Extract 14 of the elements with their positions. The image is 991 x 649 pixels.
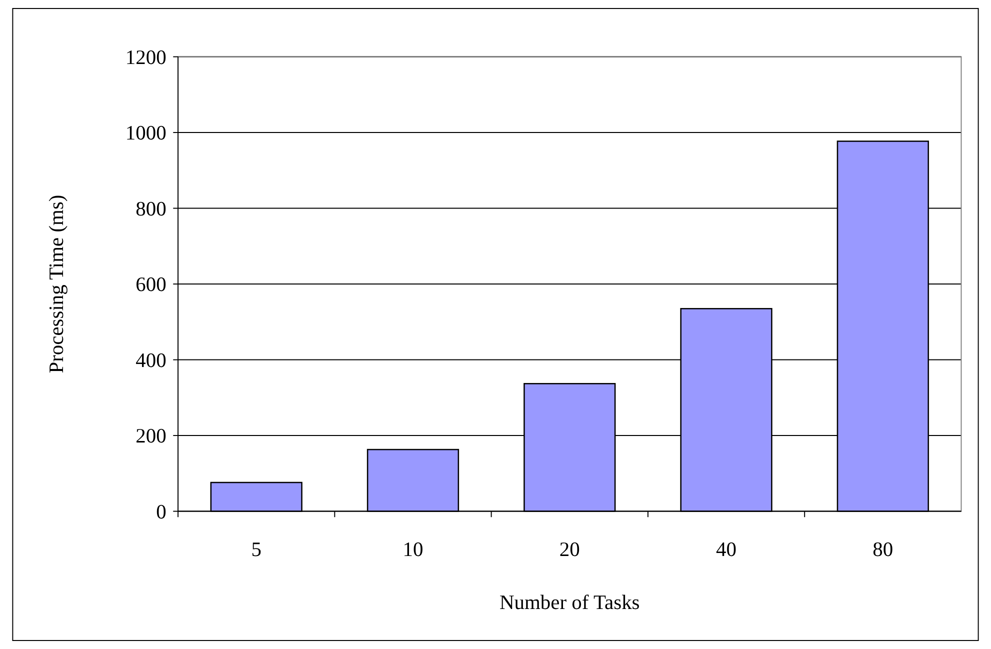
y-tick-label: 0 [156, 501, 166, 524]
y-tick-label: 1200 [125, 46, 166, 69]
x-tick-label: 80 [872, 539, 894, 562]
x-tick-label: 20 [559, 539, 580, 562]
y-tick-label: 800 [136, 198, 166, 220]
x-axis-title: Number of Tasks [499, 592, 640, 614]
y-tick-label: 1000 [125, 122, 166, 145]
y-tick-label: 200 [136, 426, 166, 448]
x-tick-label: 40 [716, 539, 736, 562]
y-tick-label: 400 [136, 350, 166, 372]
x-tick-label: 10 [402, 539, 424, 562]
y-axis-title: Processing Time (ms) [46, 194, 68, 374]
x-tick-label: 5 [251, 539, 262, 562]
y-tick-label: 600 [136, 274, 166, 296]
